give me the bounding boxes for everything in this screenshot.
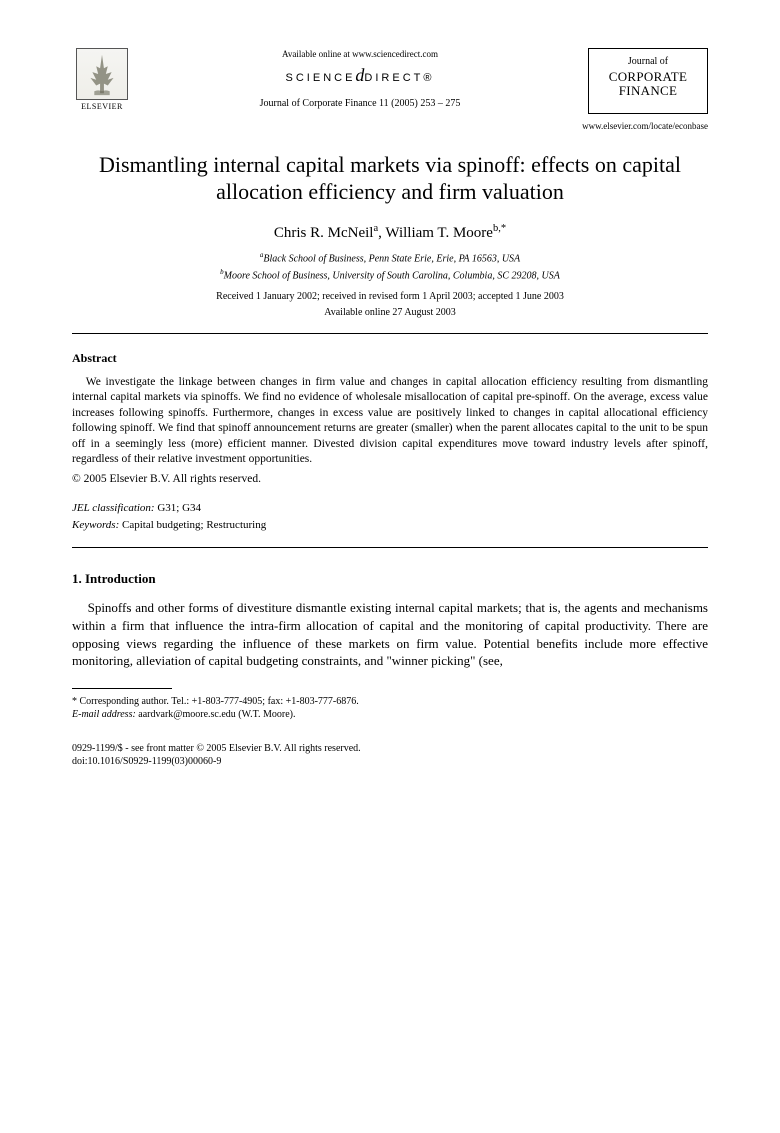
jel-codes: G31; G34 (155, 502, 201, 514)
elsevier-label: ELSEVIER (72, 102, 132, 113)
abstract-body: We investigate the linkage between chang… (72, 375, 708, 468)
journal-cover-box: Journal of CORPORATE FINANCE (588, 48, 708, 114)
elsevier-logo: ELSEVIER (72, 48, 132, 113)
authors-line: Chris R. McNeila, William T. Mooreb,* (72, 222, 708, 243)
article-title: Dismantling internal capital markets via… (92, 151, 688, 206)
sd-right: DIRECT® (364, 72, 434, 84)
econbase-url[interactable]: www.elsevier.com/locate/econbase (72, 120, 708, 132)
affil-b-text: Moore School of Business, University of … (224, 270, 560, 281)
affil-a-text: Black School of Business, Penn State Eri… (263, 253, 520, 264)
rule-above-abstract (72, 333, 708, 334)
author-1: Chris R. McNeil (274, 225, 374, 241)
abstract-heading: Abstract (72, 350, 708, 366)
author-1-sup: a (373, 223, 378, 234)
journal-box-bot: FINANCE (597, 84, 699, 99)
bottom-info: 0929-1199/$ - see front matter © 2005 El… (72, 742, 708, 769)
journal-box-mid: CORPORATE (597, 70, 699, 85)
email-line: E-mail address: aardvark@moore.sc.edu (W… (72, 708, 708, 722)
jel-label: JEL classification: (72, 502, 155, 514)
elsevier-tree-icon (76, 48, 128, 100)
affiliation-b: bMoore School of Business, University of… (72, 268, 708, 283)
header-row: ELSEVIER Available online at www.science… (72, 48, 708, 114)
corresponding-author: * Corresponding author. Tel.: +1-803-777… (72, 695, 708, 709)
author-2: William T. Moore (385, 225, 493, 241)
journal-box-top: Journal of (597, 55, 699, 69)
available-online-text: Available online at www.sciencedirect.co… (142, 48, 578, 60)
center-header: Available online at www.sciencedirect.co… (132, 48, 588, 111)
keywords-text: Capital budgeting; Restructuring (119, 519, 266, 531)
journal-citation: Journal of Corporate Finance 11 (2005) 2… (142, 97, 578, 111)
dates-line-2: Available online 27 August 2003 (72, 306, 708, 320)
abstract-copyright: © 2005 Elsevier B.V. All rights reserved… (72, 472, 708, 488)
dates-line-1: Received 1 January 2002; received in rev… (72, 290, 708, 304)
section-1-heading: 1. Introduction (72, 570, 708, 588)
section-1-para: Spinoffs and other forms of divestiture … (72, 599, 708, 669)
email-label: E-mail address: (72, 709, 136, 720)
author-2-sup: b,* (493, 223, 506, 234)
rule-below-abstract (72, 547, 708, 548)
issn-line: 0929-1199/$ - see front matter © 2005 El… (72, 742, 708, 756)
sd-left: SCIENCE (286, 72, 356, 84)
journal-box-wrapper: Journal of CORPORATE FINANCE (588, 48, 708, 114)
keywords-line: Keywords: Capital budgeting; Restructuri… (72, 518, 708, 533)
affiliation-a: aBlack School of Business, Penn State Er… (72, 251, 708, 266)
footnote-rule (72, 688, 172, 689)
email-address[interactable]: aardvark@moore.sc.edu (W.T. Moore). (136, 709, 296, 720)
doi-line: doi:10.1016/S0929-1199(03)00060-9 (72, 755, 708, 769)
sciencedirect-logo: SCIENCEdDIRECT® (142, 63, 578, 87)
jel-line: JEL classification: G31; G34 (72, 501, 708, 516)
keywords-label: Keywords: (72, 519, 119, 531)
